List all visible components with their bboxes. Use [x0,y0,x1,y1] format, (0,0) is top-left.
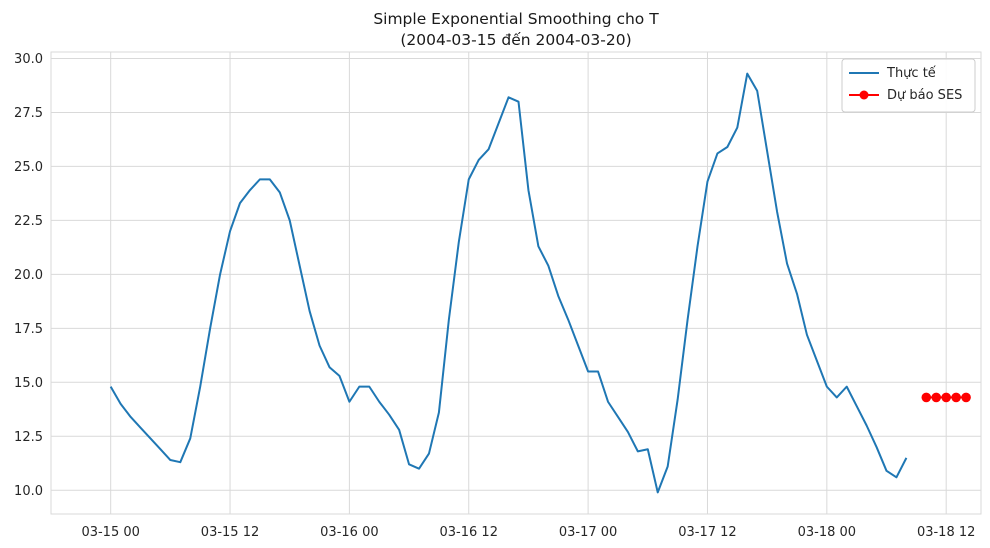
legend: Thực tế Dự báo SES [841,58,976,113]
x-tick-label: 03-16 12 [440,525,498,540]
tick-layer: 10.0 12.5 15.0 17.5 20.0 22.5 25.0 27.5 30.0 03-1… [14,52,975,540]
y-tick-label: 27.5 [14,106,43,121]
y-tick-label: 17.5 [14,322,43,337]
series-line-0 [109,72,908,494]
legend-marker-forecast [859,90,869,100]
y-tick-label: 20.0 [14,268,43,283]
series-layer [109,72,971,494]
x-tick-label: 03-18 00 [798,525,856,540]
chart-title-line1: Simple Exponential Smoothing cho T [373,10,659,28]
x-tick-label: 03-18 12 [917,525,975,540]
y-tick-label: 25.0 [14,160,43,175]
series-point [931,392,942,403]
plot-area [50,51,982,515]
y-tick-label: 12.5 [14,430,43,445]
x-tick-label: 03-17 00 [559,525,617,540]
y-tick-label: 15.0 [14,376,43,391]
series-point [961,392,971,403]
legend-label-actual: Thực tế [886,66,936,81]
series-point [921,392,932,403]
x-tick-label: 03-16 00 [320,525,378,540]
chart-title-line2: (2004-03-15 đến 2004-03-20) [400,31,631,49]
grid-layer [51,52,981,514]
x-tick-label: 03-15 12 [201,525,259,540]
y-tick-label: 22.5 [14,214,43,229]
series-point [941,392,951,403]
legend-label-forecast: Dự báo SES [887,88,962,103]
series-point [951,392,961,403]
y-tick-label: 10.0 [14,484,43,499]
x-tick-label: 03-17 12 [678,525,736,540]
y-tick-label: 30.0 [14,52,43,67]
x-tick-label: 03-15 00 [81,525,139,540]
